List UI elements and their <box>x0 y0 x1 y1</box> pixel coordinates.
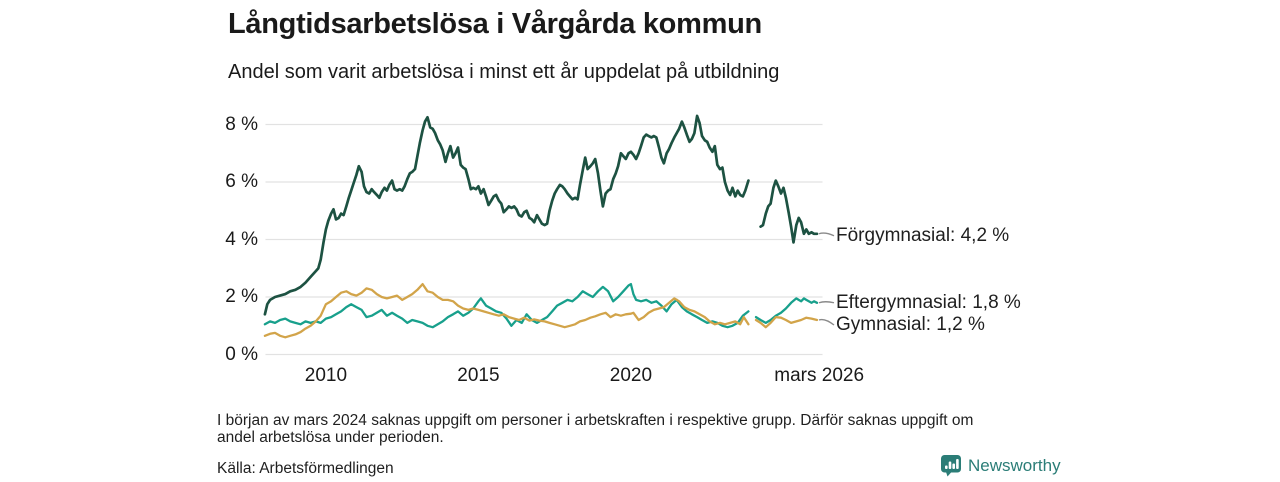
y-axis-tick-label: 0 % <box>225 343 258 365</box>
source-credit: Källa: Arbetsförmedlingen <box>217 460 394 477</box>
page-title: Långtidsarbetslösa i Vårgårda kommun <box>228 8 762 40</box>
series-line-eftergymnasial <box>754 297 819 325</box>
footnote-line-2: andel arbetslösa under perioden. <box>217 429 444 446</box>
series-end-label-eftergymnasial: Eftergymnasial: 1,8 % <box>836 291 1021 313</box>
label-connector-gymnasial <box>818 318 835 326</box>
y-axis-tick-label: 6 % <box>225 171 258 192</box>
series-line-gymnasial <box>754 315 819 329</box>
y-axis-tick-label: 8 % <box>225 113 258 135</box>
label-connector-eftergymnasial <box>818 301 835 304</box>
x-axis-tick-label: 2020 <box>609 365 653 386</box>
series-end-label-gymnasial: Gymnasial: 1,2 % <box>836 314 985 335</box>
x-axis-tick-label: mars 2026 <box>774 365 865 386</box>
series-line-forgymnasial <box>759 179 819 244</box>
chart-subtitle: Andel som varit arbetslösa i minst ett å… <box>228 61 780 83</box>
series-line-forgymnasial <box>263 114 750 316</box>
footnote-line-1: I början av mars 2024 saknas uppgift om … <box>217 412 974 429</box>
y-axis-tick-label: 2 % <box>225 286 258 307</box>
x-axis-tick-label: 2015 <box>457 365 500 386</box>
newsworthy-bar-chart-bubble-icon <box>940 454 962 477</box>
x-axis-tick-label: 2010 <box>304 365 348 386</box>
y-axis-tick-label: 4 % <box>225 228 258 250</box>
series-end-label-forgymnasial: Förgymnasial: 4,2 % <box>836 224 1010 246</box>
newsworthy-logo-text: Newsworthy <box>968 455 1061 475</box>
newsworthy-logo: Newsworthy <box>940 454 1061 477</box>
series-line-gymnasial <box>263 282 750 339</box>
label-connector-forgymnasial <box>818 232 835 237</box>
series-line-eftergymnasial <box>263 282 750 329</box>
